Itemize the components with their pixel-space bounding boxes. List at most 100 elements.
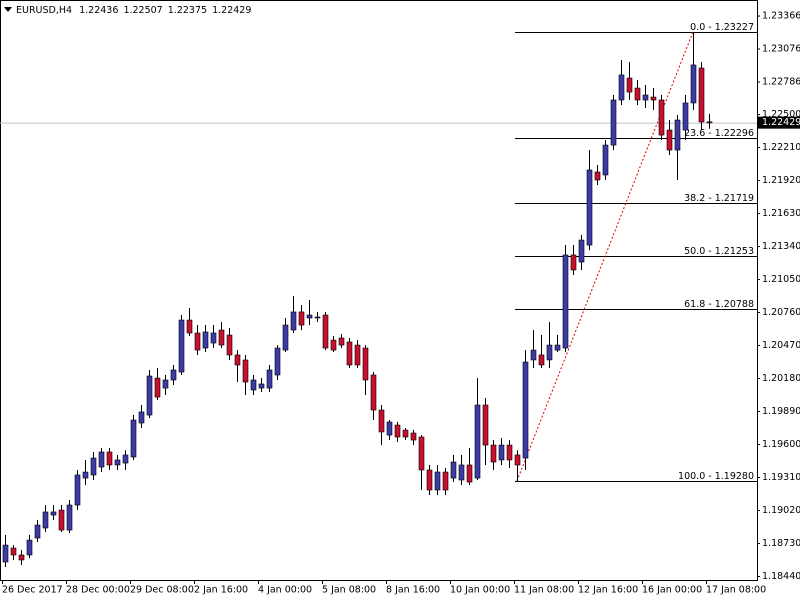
y-tick-label: 1.19890 bbox=[762, 406, 800, 417]
candle-body bbox=[10, 547, 17, 556]
candle-body bbox=[138, 411, 145, 424]
candle-body bbox=[578, 239, 585, 263]
candle-body bbox=[130, 419, 137, 458]
candle-body bbox=[626, 77, 633, 93]
candle-body bbox=[426, 469, 433, 491]
menu-arrow[interactable] bbox=[4, 7, 12, 12]
candle-body bbox=[66, 504, 73, 531]
candle-body bbox=[706, 121, 713, 124]
y-tick-label: 1.22786 bbox=[762, 77, 800, 88]
candle-body bbox=[394, 424, 401, 438]
candle-body bbox=[490, 444, 497, 463]
candle-body bbox=[226, 334, 233, 356]
candle-body bbox=[690, 64, 697, 104]
candle-body bbox=[106, 451, 113, 466]
candle-body bbox=[338, 337, 345, 346]
candle-body bbox=[146, 375, 153, 416]
symbol: EURUSD,H4 bbox=[16, 5, 72, 16]
candle-body bbox=[418, 436, 425, 471]
candle-body bbox=[434, 471, 441, 491]
candle-body bbox=[586, 169, 593, 246]
candle-body bbox=[42, 511, 49, 529]
candle-body bbox=[170, 369, 177, 381]
candle-body bbox=[442, 471, 449, 491]
y-tick-label: 1.19600 bbox=[762, 439, 800, 450]
candle-body bbox=[90, 457, 97, 476]
x-tick-label: 17 Jan 08:00 bbox=[706, 585, 766, 596]
x-tick-label: 2 Jan 16:00 bbox=[194, 585, 248, 596]
y-tick-label: 1.22210 bbox=[762, 142, 800, 153]
plot-frame bbox=[0, 0, 758, 581]
fibo-label: 61.8 - 1.20788 bbox=[684, 299, 754, 310]
fibo-label: 100.0 - 1.19280 bbox=[678, 471, 754, 482]
candle-body bbox=[634, 87, 641, 101]
candle-body bbox=[402, 429, 409, 438]
candle-body bbox=[178, 319, 185, 373]
candle-body bbox=[82, 471, 89, 479]
candle-body bbox=[570, 254, 577, 271]
y-tick-label: 1.19020 bbox=[762, 505, 800, 516]
y-tick-label: 1.20180 bbox=[762, 373, 800, 384]
x-tick-label: 8 Jan 16:00 bbox=[386, 585, 440, 596]
candle-body bbox=[698, 67, 705, 123]
candle-body bbox=[154, 377, 161, 398]
x-tick-label: 5 Jan 08:00 bbox=[322, 585, 376, 596]
fibo-label: 0.0 - 1.23227 bbox=[690, 22, 754, 33]
candle-body bbox=[194, 332, 201, 351]
y-tick-label: 1.23076 bbox=[762, 44, 800, 55]
candle-body bbox=[34, 524, 41, 539]
candle-body bbox=[306, 314, 313, 319]
candle-body bbox=[298, 311, 305, 326]
y-tick-label: 1.23366 bbox=[762, 11, 800, 22]
candle-body bbox=[498, 444, 505, 461]
candle-body bbox=[282, 324, 289, 351]
candle-body bbox=[162, 379, 169, 389]
candle-body bbox=[450, 461, 457, 479]
candle-body bbox=[682, 102, 689, 131]
candle-body bbox=[26, 539, 33, 556]
candle-body bbox=[506, 444, 513, 461]
fibo-label: 50.0 - 1.21253 bbox=[684, 246, 754, 257]
candle-body bbox=[322, 314, 329, 349]
x-tick-label: 11 Jan 08:00 bbox=[514, 585, 574, 596]
candle-body bbox=[546, 344, 553, 361]
candle-body bbox=[458, 464, 465, 481]
candle-body bbox=[362, 347, 369, 381]
close-value: 1.22429 bbox=[212, 5, 251, 16]
candle-body bbox=[370, 374, 377, 411]
y-tick-label: 1.18730 bbox=[762, 538, 800, 549]
candle-body bbox=[530, 349, 537, 361]
candle-body bbox=[666, 129, 673, 151]
y-tick-label: 1.21050 bbox=[762, 274, 800, 285]
candle-body bbox=[50, 511, 57, 516]
fibo-label: 38.2 - 1.21719 bbox=[684, 193, 754, 204]
x-tick-label: 10 Jan 00:00 bbox=[450, 585, 510, 596]
candle-body bbox=[250, 379, 257, 391]
candle-body bbox=[258, 383, 265, 389]
candle-body bbox=[346, 341, 353, 366]
price-tag-box bbox=[758, 116, 800, 129]
y-tick-label: 1.21340 bbox=[762, 241, 800, 252]
x-tick-label: 29 Dec 08:00 bbox=[130, 585, 194, 596]
candle-body bbox=[74, 474, 81, 506]
x-tick-label: 28 Dec 00:00 bbox=[66, 585, 130, 596]
candle-body bbox=[210, 332, 217, 344]
chart-header: EURUSD,H4 1.22436 1.22507 1.22375 1.2242… bbox=[16, 5, 251, 16]
open-value: 1.22436 bbox=[79, 5, 118, 16]
y-tick-label: 1.21630 bbox=[762, 208, 800, 219]
candle-body bbox=[354, 344, 361, 366]
candle-body bbox=[58, 509, 65, 531]
candle-body bbox=[202, 331, 209, 349]
candle-body bbox=[186, 319, 193, 334]
candle-body bbox=[122, 454, 129, 464]
candle-body bbox=[234, 354, 241, 366]
x-tick-label: 4 Jan 00:00 bbox=[258, 585, 312, 596]
candle-body bbox=[274, 347, 281, 376]
candle-body bbox=[242, 359, 249, 383]
low-value: 1.22375 bbox=[168, 5, 207, 16]
candle-body bbox=[410, 432, 417, 441]
candle-body bbox=[650, 96, 657, 101]
candle-body bbox=[674, 119, 681, 151]
